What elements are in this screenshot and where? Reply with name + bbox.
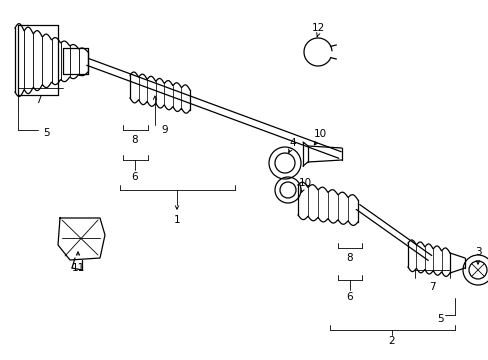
Text: 5: 5: [436, 314, 443, 324]
Text: 8: 8: [131, 135, 138, 145]
Text: 4: 4: [289, 138, 296, 148]
Text: 6: 6: [131, 172, 138, 182]
Text: 7: 7: [428, 282, 434, 292]
Text: 2: 2: [388, 336, 394, 346]
Text: 3: 3: [474, 247, 480, 257]
Text: 11: 11: [71, 263, 84, 273]
Text: 12: 12: [311, 23, 324, 33]
Text: 5: 5: [42, 128, 49, 138]
Text: 8: 8: [346, 253, 353, 263]
Text: 1: 1: [173, 215, 180, 225]
Text: 9: 9: [162, 125, 168, 135]
Text: 6: 6: [346, 292, 353, 302]
Text: 10: 10: [313, 129, 326, 139]
Text: 7: 7: [35, 95, 41, 105]
Text: 10: 10: [298, 178, 311, 188]
